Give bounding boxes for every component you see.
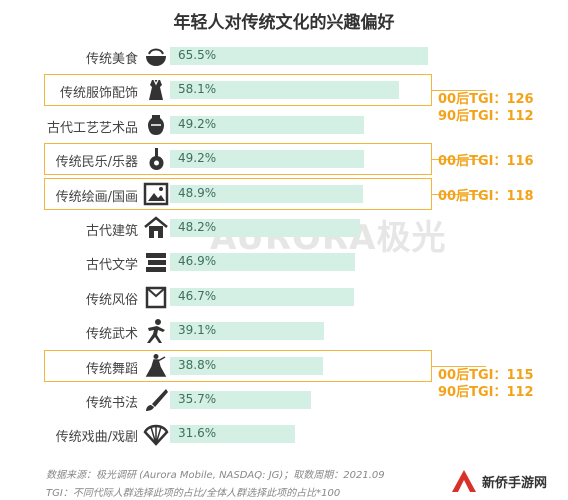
data-label: 49.2% [178, 151, 217, 166]
category-label: 传统书法 [85, 396, 138, 411]
dancer-icon [145, 353, 167, 377]
category-label: 传统美食 [85, 52, 138, 67]
bowl-icon [146, 48, 166, 66]
painting-icon [143, 182, 169, 205]
data-label: 35.7% [178, 392, 217, 406]
data-label: 39.1% [178, 323, 217, 338]
bar [170, 253, 355, 272]
highlight-box [44, 349, 432, 382]
data-label: 48.9% [178, 185, 217, 200]
logo-mark-icon [452, 470, 476, 492]
tgi-label: 00后TGI：118 [438, 188, 534, 204]
highlight-box [44, 177, 432, 210]
category-label: 传统武术 [85, 327, 138, 343]
data-label: 38.8% [178, 357, 217, 372]
bar [170, 425, 295, 444]
footnote-source: 数据来源：极光调研 (Aurora Mobile, NASDAQ: JG)；取数… [46, 470, 385, 481]
bar [170, 184, 363, 203]
category-label: 传统绘画/国画 [55, 189, 138, 205]
fan-icon [143, 425, 169, 447]
tgi-label: 90后TGI：112 [438, 109, 534, 125]
category-label: 传统民乐/乐器 [55, 155, 138, 171]
category-label: 传统戏曲/戏剧 [55, 430, 138, 446]
bar [170, 150, 364, 169]
category-label: 传统风俗 [85, 292, 138, 308]
highlight-box [44, 74, 432, 107]
bar [170, 47, 429, 65]
tgi-label: 90后TGI：112 [438, 384, 534, 400]
bar [170, 287, 354, 306]
martial-arts-icon [147, 319, 165, 344]
bar [170, 356, 323, 375]
category-label: 古代文学 [85, 258, 138, 274]
category-label: 传统服饰配饰 [59, 86, 138, 102]
category-label: 古代工艺艺术品 [46, 120, 138, 136]
bar [170, 219, 360, 237]
tgi-label: 00后TGI：116 [438, 154, 534, 170]
tgi-label: 00后TGI：126 [438, 92, 534, 108]
data-label: 49.2% [178, 116, 217, 131]
qipao-icon [149, 80, 163, 101]
tgi-label: 00后TGI：115 [438, 367, 534, 383]
data-label: 48.2% [178, 220, 217, 234]
bar [170, 81, 399, 100]
logo-text: 新侨手游网 [482, 476, 548, 491]
highlight-connector [432, 365, 486, 367]
footnote-tgi: TGI：不同代际人群选择此项的占比/全体人群选择此项的占比*100 [46, 488, 341, 499]
highlight-connector [432, 159, 486, 161]
chart-title: 年轻人对传统文化的兴趣偏好 [173, 13, 395, 33]
pavilion-icon [144, 216, 168, 238]
data-label: 65.5% [178, 48, 217, 62]
scroll-icon [145, 286, 167, 309]
bar [170, 391, 311, 409]
data-label: 46.7% [178, 288, 217, 303]
category-label: 传统舞蹈 [85, 361, 138, 377]
bar [170, 322, 325, 341]
data-label: 46.9% [178, 254, 217, 269]
highlight-connector [432, 90, 486, 92]
vase-icon [148, 114, 164, 135]
pipa-icon [149, 148, 164, 171]
highlight-connector [432, 193, 486, 195]
highlight-box [44, 143, 432, 176]
data-label: 58.1% [178, 82, 217, 97]
bar [170, 115, 364, 134]
books-icon [146, 253, 166, 273]
site-logo: 新侨手游网 [450, 468, 560, 494]
category-label: 古代建筑 [85, 224, 138, 239]
data-label: 31.6% [178, 426, 217, 441]
brush-icon [146, 389, 168, 411]
